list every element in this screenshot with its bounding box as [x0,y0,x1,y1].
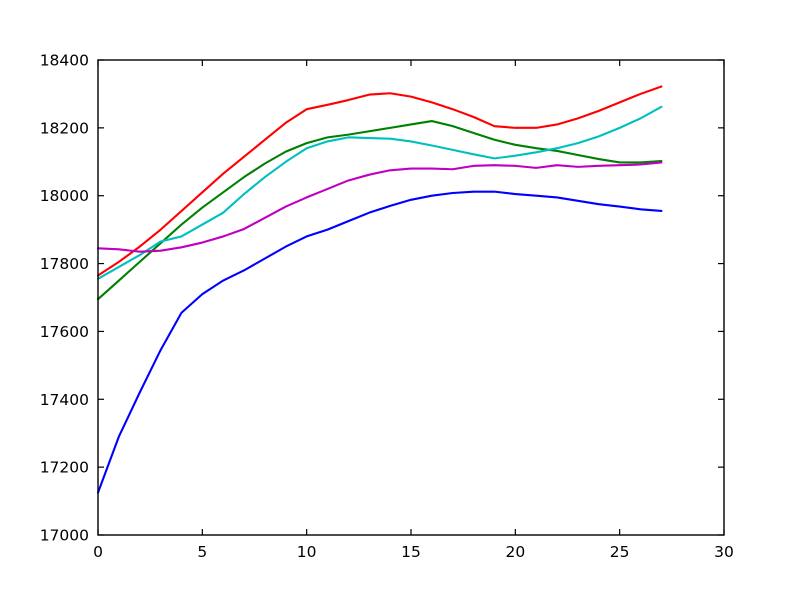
x-axis-tick-labels: 0 5 10 15 20 25 30 [93,543,734,561]
series-line-cyan [96,105,663,280]
x-tick-label: 10 [297,543,317,561]
y-tick-label: 17000 [40,527,89,545]
axes-frame [97,59,725,536]
axes-background [98,60,724,535]
x-tick-label: 15 [401,543,421,561]
series-line-green [96,120,663,301]
y-tick-label: 17200 [40,459,89,477]
x-tick-label: 25 [610,543,630,561]
series-line-red [96,85,663,277]
x-tick-label: 30 [714,543,734,561]
y-tick-label: 18400 [40,52,89,70]
x-tick-label: 20 [505,543,525,561]
y-axis-tick-labels: 17000 17200 17400 17600 17800 18000 18200 18400 [40,52,89,545]
data-series-group [96,85,663,494]
y-tick-label: 17600 [40,323,89,341]
y-tick-label: 17400 [40,391,89,409]
y-tick-label: 17800 [40,255,89,273]
y-tick-label: 18200 [40,119,89,137]
series-line-blue [96,190,663,494]
x-tick-label: 5 [197,543,207,561]
y-tick-label: 18000 [40,187,89,205]
series-line-magenta [96,161,663,253]
x-tick-label: 0 [93,543,103,561]
